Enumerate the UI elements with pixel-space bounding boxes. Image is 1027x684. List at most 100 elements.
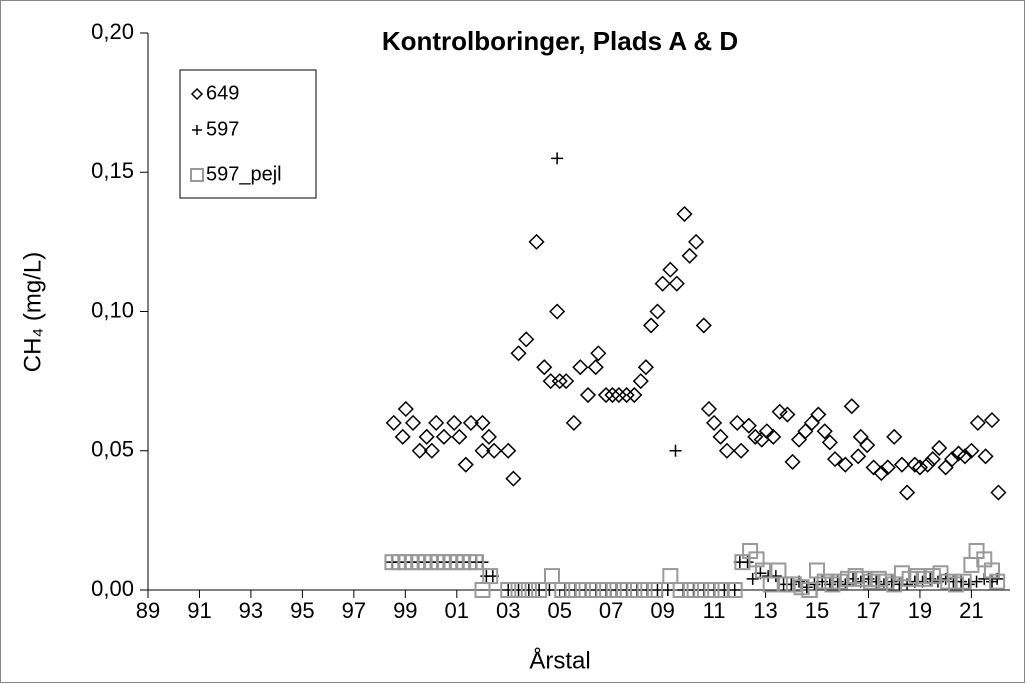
diamond-marker <box>486 442 503 459</box>
legend-marker <box>190 168 204 182</box>
legend-label: 597_pejl <box>206 163 282 185</box>
diamond-marker <box>551 373 568 390</box>
diamond-marker <box>662 261 679 278</box>
diamond-marker <box>784 453 801 470</box>
diamond-marker <box>990 484 1007 501</box>
diamond-marker <box>597 386 615 404</box>
square-marker <box>543 568 560 585</box>
diamond-marker <box>676 205 693 223</box>
plus-marker <box>728 584 741 596</box>
diamond-marker <box>654 275 671 292</box>
diamond-marker <box>700 400 718 418</box>
diamond-marker <box>729 414 746 431</box>
x-tick-label: 19 <box>908 598 932 623</box>
diamond-marker <box>816 423 833 440</box>
diamond-marker <box>404 414 422 431</box>
diamond-marker <box>843 398 860 415</box>
y-tick-label: 0,10 <box>91 297 134 322</box>
diamond-marker <box>397 400 414 418</box>
x-tick-label: 91 <box>187 598 211 623</box>
diamond-marker <box>718 442 736 459</box>
diamond-marker <box>435 428 452 445</box>
square-marker <box>626 582 643 598</box>
diamond-marker <box>428 414 445 431</box>
diamond-marker <box>610 386 627 404</box>
diamond-marker <box>963 442 980 459</box>
diamond-marker <box>385 414 402 431</box>
x-tick-label: 17 <box>856 598 880 623</box>
y-tick-label: 0,15 <box>91 158 134 183</box>
diamond-marker <box>919 456 936 473</box>
legend-label: 649 <box>206 82 239 104</box>
diamond-marker <box>706 414 723 431</box>
x-tick-label: 95 <box>290 598 314 623</box>
diamond-marker <box>411 442 428 459</box>
x-tick-label: 05 <box>547 598 571 623</box>
legend-marker <box>192 125 202 135</box>
square-marker <box>520 582 537 598</box>
diamond-marker <box>626 386 643 404</box>
square-marker <box>703 582 720 598</box>
diamond-marker <box>549 303 566 320</box>
diamond-marker <box>911 459 929 476</box>
plus-marker <box>669 444 682 457</box>
diamond-marker <box>618 386 635 404</box>
x-axis-label: Årstal <box>529 646 590 674</box>
diamond-marker <box>510 345 527 362</box>
square-marker <box>605 582 622 598</box>
x-tick-label: 99 <box>393 598 417 623</box>
diamond-marker <box>572 359 589 376</box>
y-tick-label: 0,20 <box>91 19 134 44</box>
diamond-marker <box>899 484 916 501</box>
square-marker <box>646 582 663 598</box>
x-tick-label: 15 <box>805 598 829 623</box>
square-marker <box>585 582 602 598</box>
x-tick-label: 09 <box>650 598 674 623</box>
diamond-marker <box>944 451 961 468</box>
square-marker <box>693 582 710 598</box>
diamond-marker <box>733 442 750 459</box>
y-axis-label: CH₄ (mg/L) <box>19 252 46 372</box>
square-marker <box>682 582 699 598</box>
diamond-marker <box>906 456 923 473</box>
diamond-marker <box>873 464 890 482</box>
diamond-marker <box>837 456 854 473</box>
diamond-marker <box>423 442 440 459</box>
legend-label: 597 <box>206 118 239 140</box>
diamond-marker <box>956 448 974 465</box>
diamond-marker <box>826 451 844 468</box>
square-marker <box>564 582 581 598</box>
diamond-marker <box>969 414 986 431</box>
square-marker <box>574 582 591 598</box>
diamond-marker <box>642 317 660 334</box>
diamond-marker <box>590 345 607 362</box>
x-tick-label: 07 <box>599 598 623 623</box>
diamond-marker <box>579 386 597 404</box>
diamond-marker <box>480 428 498 445</box>
diamond-marker <box>695 317 712 334</box>
x-tick-label: 93 <box>239 598 263 623</box>
diamond-marker <box>865 459 882 476</box>
diamond-marker <box>810 406 827 423</box>
diamond-marker <box>637 359 654 376</box>
diamond-marker <box>983 412 1001 429</box>
diamond-marker <box>931 439 948 457</box>
diamond-marker <box>451 428 468 445</box>
diamond-marker <box>893 456 910 473</box>
diamond-marker <box>649 303 666 320</box>
diamond-marker <box>457 456 474 473</box>
diamond-marker <box>977 448 994 465</box>
diamond-marker <box>558 373 575 390</box>
legend-marker <box>190 87 204 101</box>
diamond-marker <box>446 414 463 431</box>
diamond-marker <box>474 414 491 431</box>
square-marker <box>801 582 818 598</box>
x-tick-label: 01 <box>445 598 469 623</box>
diamond-marker <box>712 428 729 445</box>
square-marker <box>955 573 972 590</box>
diamond-marker <box>474 442 491 459</box>
x-tick-label: 97 <box>342 598 366 623</box>
x-tick-label: 03 <box>496 598 520 623</box>
diamond-marker <box>632 373 649 390</box>
